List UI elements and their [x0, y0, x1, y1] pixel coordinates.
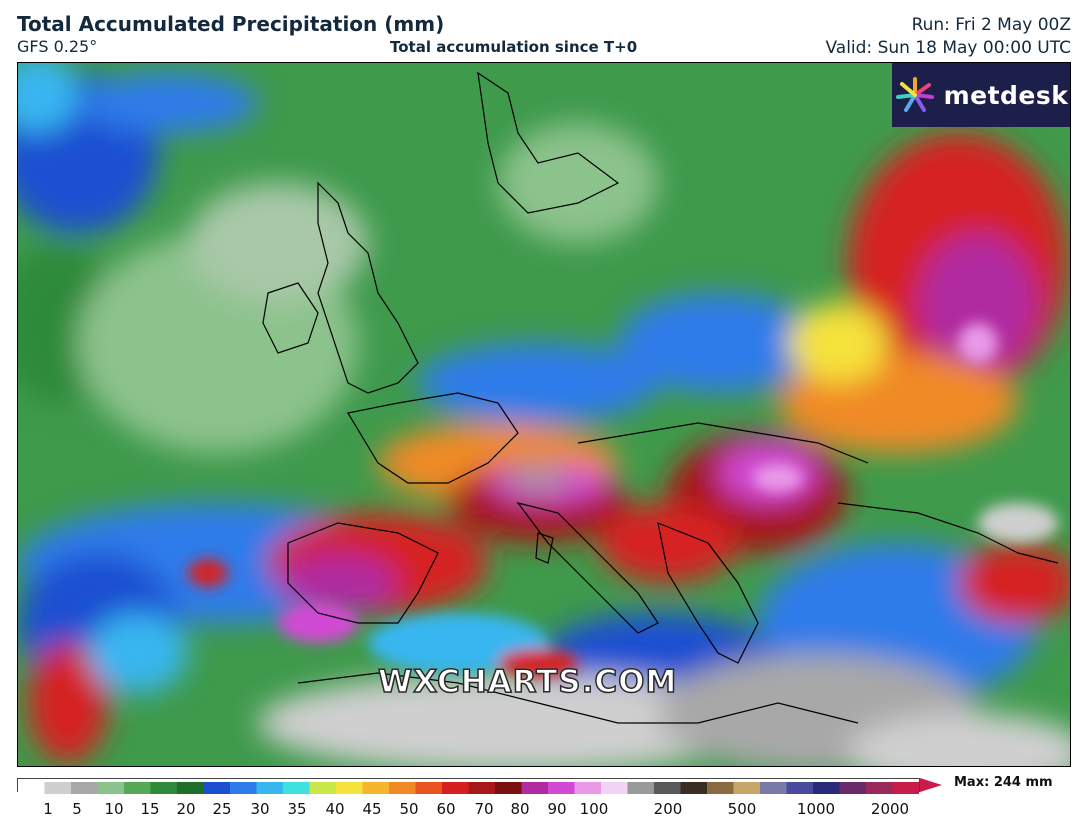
colorbar-tick-label: 80 — [510, 800, 530, 818]
colorbar-segment — [760, 782, 787, 794]
colorbar-segment — [442, 782, 469, 794]
colorbar-segment — [415, 782, 443, 794]
colorbar-tick-label: 30 — [250, 800, 270, 818]
colorbar-tick-label: 25 — [212, 800, 232, 818]
colorbar-segment — [389, 782, 416, 794]
colorbar-segment — [256, 782, 284, 794]
colorbar-tick-label: 100 — [579, 800, 609, 818]
colorbar-segment — [627, 782, 655, 794]
colorbar-segment — [230, 782, 257, 794]
colorbar-tick-label: 2000 — [870, 800, 910, 818]
colorbar-tick-label: 70 — [474, 800, 494, 818]
colorbar-segment — [601, 782, 628, 794]
colorbar-tick-label: 40 — [325, 800, 345, 818]
colorbar-segment — [309, 782, 337, 794]
precipitation-map: metdesk — [17, 62, 1071, 767]
colorbar-segment — [680, 782, 708, 794]
colorbar-segment — [521, 782, 549, 794]
colorbar-segment — [44, 782, 72, 794]
colorbar-ticks: 1 5 10 15 20 25 30 35 40 45 50 60 70 80 90 100 200 500 100… — [0, 800, 1088, 820]
colorbar-segment — [892, 782, 920, 794]
colorbar-tick-label: 60 — [436, 800, 456, 818]
colorbar-tick-label: 90 — [547, 800, 567, 818]
colorbar-segment — [283, 782, 310, 794]
colorbar-segment — [71, 782, 98, 794]
valid-time-label: Valid: Sun 18 May 00:00 UTC — [825, 38, 1071, 58]
colorbar-segment — [97, 782, 125, 794]
colorbar-segment — [18, 782, 45, 794]
colorbar-segment — [203, 782, 231, 794]
model-label: GFS 0.25° — [17, 37, 98, 56]
colorbar-tick-label: 1 — [43, 800, 53, 818]
colorbar-tick-label: 45 — [362, 800, 382, 818]
coastlines — [262, 71, 1059, 724]
colorbar-tick-label: 500 — [727, 800, 757, 818]
colorbar-tick-label: 35 — [287, 800, 307, 818]
colorbar-segment — [786, 782, 814, 794]
colorbar-tick-label: 50 — [399, 800, 419, 818]
colorbar-segment — [839, 782, 867, 794]
colorbar — [17, 778, 920, 794]
metdesk-logo: metdesk — [892, 63, 1070, 127]
colorbar-gradient — [18, 782, 920, 794]
colorbar-tick-label: 200 — [653, 800, 683, 818]
colorbar-segment — [707, 782, 734, 794]
metdesk-star-icon — [894, 75, 936, 115]
colorbar-segment — [362, 782, 390, 794]
watermark: WXCHARTS.COM — [377, 663, 678, 701]
colorbar-segment — [813, 782, 840, 794]
colorbar-segment — [124, 782, 151, 794]
run-label: Run: Fri 2 May 00Z — [911, 15, 1071, 35]
chart-title: Total Accumulated Precipitation (mm) — [17, 12, 445, 36]
colorbar-segment — [495, 782, 522, 794]
colorbar-segment — [866, 782, 893, 794]
colorbar-segment — [733, 782, 761, 794]
colorbar-segment — [574, 782, 602, 794]
colorbar-segment — [177, 782, 204, 794]
metdesk-logo-text: metdesk — [943, 80, 1069, 110]
map-canvas — [18, 63, 1070, 766]
colorbar-segment — [654, 782, 681, 794]
accumulation-label: Total accumulation since T+0 — [390, 38, 638, 56]
colorbar-segment — [468, 782, 496, 794]
colorbar-tick-label: 10 — [104, 800, 124, 818]
colorbar-tick-label: 5 — [72, 800, 82, 818]
colorbar-segment — [548, 782, 575, 794]
colorbar-tick-label: 1000 — [796, 800, 836, 818]
colorbar-segment — [150, 782, 178, 794]
colorbar-tick-label: 20 — [176, 800, 196, 818]
colorbar-tick-label: 15 — [140, 800, 160, 818]
colorbar-segment — [336, 782, 363, 794]
colorbar-max-arrow — [920, 778, 942, 792]
max-value-label: Max: 244 mm — [954, 775, 1053, 790]
